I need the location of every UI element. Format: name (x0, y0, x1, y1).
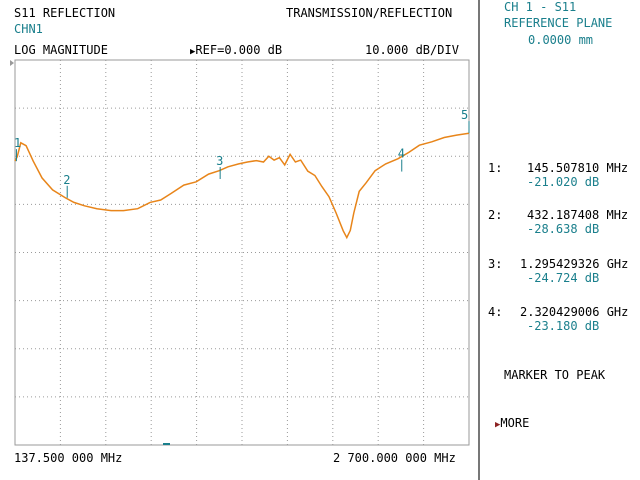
marker-number: 2: (488, 208, 503, 222)
more-button[interactable]: ▶MORE (495, 416, 529, 432)
marker-group: 1 2 3 4 5 (14, 108, 470, 198)
triangle-pointer-icon: ▶ (190, 47, 196, 57)
marker-value: -23.180 dB (527, 319, 600, 333)
marker-value: -24.724 dB (527, 271, 600, 285)
arrow-right-icon: ▶ (495, 420, 501, 430)
start-frequency: 137.500 000 MHz (14, 451, 123, 465)
format-label: LOG MAGNITUDE (14, 43, 108, 57)
reference-readout: ▶REF=0.000 dB (190, 43, 282, 59)
marker-label-5: 5 (461, 108, 468, 122)
scale-label: 10.000 dB/DIV (365, 43, 459, 57)
stop-frequency: 2 700.000 000 MHz (333, 451, 456, 465)
marker-number: 1: (488, 161, 503, 175)
channel-label: CHN1 (14, 22, 43, 36)
s11-trace (14, 132, 470, 240)
marker-label-4: 4 (398, 147, 405, 161)
reference-position-icon (10, 60, 14, 66)
reference-plane-value: 0.0000 mm (528, 33, 594, 47)
marker-frequency: 432.187408 MHz (527, 208, 629, 222)
grid (15, 60, 469, 445)
marker-value: -28.638 dB (527, 222, 600, 236)
panel-divider (478, 0, 480, 480)
plot-frame (14, 59, 470, 446)
mode-label: TRANSMISSION/REFLECTION (286, 6, 453, 20)
more-label: MORE (500, 416, 530, 430)
side-subtitle: REFERENCE PLANE (504, 16, 613, 30)
marker-value: -21.020 dB (527, 175, 600, 189)
side-title: CH 1 - S11 (504, 0, 577, 14)
marker-number: 4: (488, 305, 503, 319)
marker-number: 3: (488, 257, 503, 271)
reference-value: REF=0.000 dB (195, 43, 283, 57)
marker-label-1: 1 (14, 136, 21, 150)
marker-label-2: 2 (63, 173, 70, 187)
marker-frequency: 1.295429326 GHz (520, 257, 629, 271)
marker-to-peak-button[interactable]: MARKER TO PEAK (504, 368, 606, 382)
marker-label-3: 3 (216, 154, 223, 168)
marker-frequency: 145.507810 MHz (527, 161, 629, 175)
marker-frequency: 2.320429006 GHz (520, 305, 629, 319)
measurement-title: S11 REFLECTION (14, 6, 116, 20)
plot-area: 1 2 3 4 5 (10, 59, 470, 446)
